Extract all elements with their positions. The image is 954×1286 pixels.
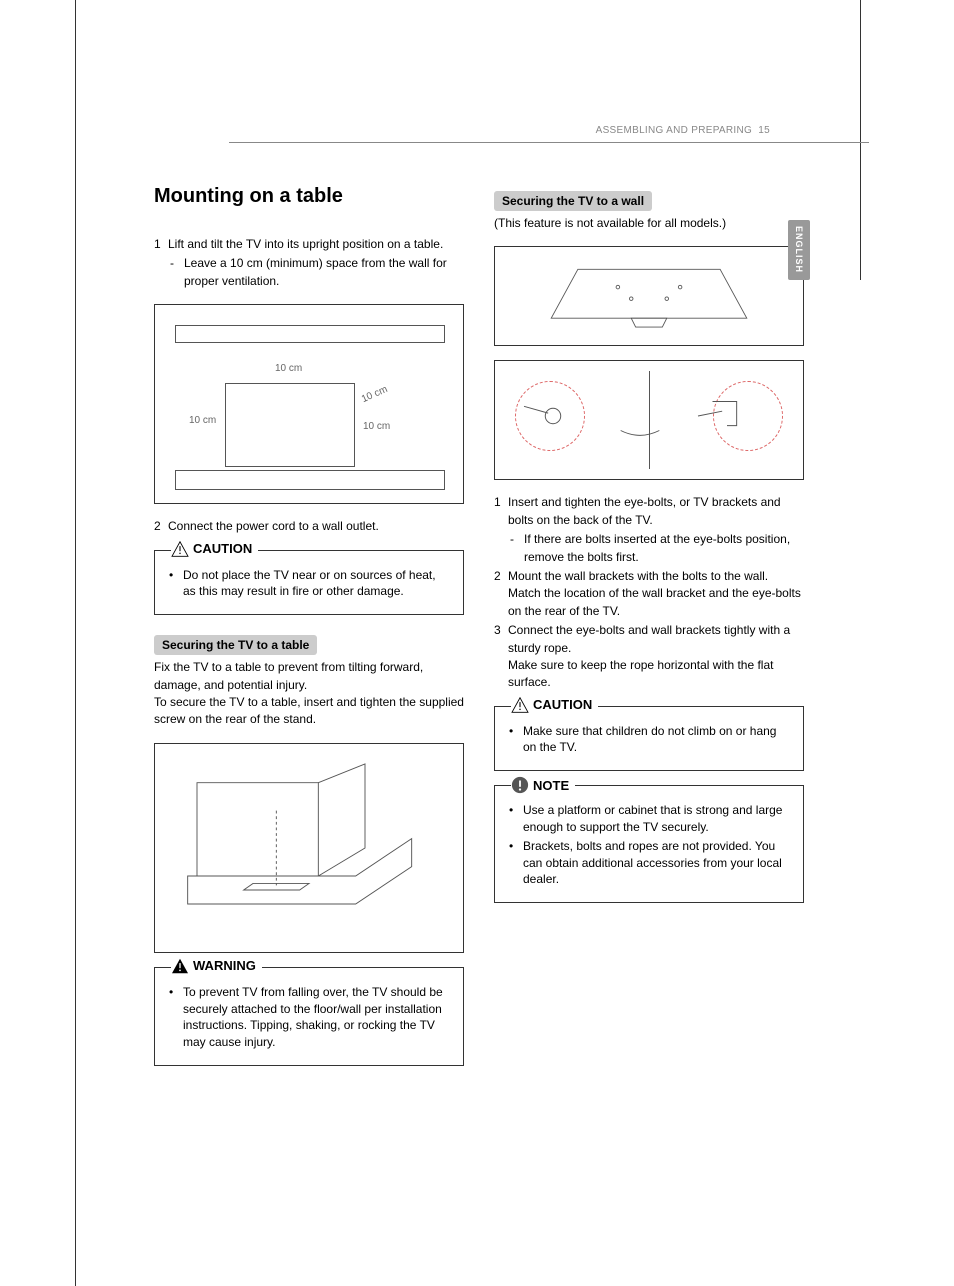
- note-item: Use a platform or cabinet that is strong…: [523, 802, 789, 836]
- page-number: 15: [758, 125, 770, 136]
- note-box: NOTE •Use a platform or cabinet that is …: [494, 785, 804, 903]
- step-text: Mount the wall brackets with the bolts t…: [508, 568, 804, 620]
- securing-wall-sub: (This feature is not available for all m…: [494, 215, 804, 232]
- step-text: Lift and tilt the TV into its upright po…: [168, 237, 443, 251]
- warning-icon: [171, 958, 189, 974]
- step-number: 1: [494, 494, 508, 566]
- step-number: 2: [494, 568, 508, 620]
- step-number: 1: [154, 236, 168, 290]
- fig-label-left: 10 cm: [189, 415, 216, 426]
- figure-wall-bracket: [494, 360, 804, 480]
- warning-box: WARNING •To prevent TV from falling over…: [154, 967, 464, 1066]
- step-text: Connect the power cord to a wall outlet.: [168, 518, 464, 535]
- right-column: Securing the TV to a wall (This feature …: [494, 185, 804, 1080]
- step-text: Connect the eye-bolts and wall brackets …: [508, 622, 804, 692]
- caution-box-2: CAUTION •Make sure that children do not …: [494, 706, 804, 772]
- note-item: Brackets, bolts and ropes are not provid…: [523, 838, 789, 888]
- caution-title: CAUTION: [193, 541, 252, 556]
- language-tab-label: ENGLISH: [794, 226, 804, 273]
- figure-clearance: 10 cm 10 cm 10 cm 10 cm: [154, 304, 464, 504]
- page: ASSEMBLING AND PREPARING 15 ENGLISH Moun…: [75, 0, 875, 1286]
- caution-title: CAUTION: [533, 697, 592, 712]
- steps-mounting-2: 2 Connect the power cord to a wall outle…: [154, 518, 464, 535]
- content-columns: Mounting on a table 1 Lift and tilt the …: [76, 125, 875, 1080]
- left-column: Mounting on a table 1 Lift and tilt the …: [154, 185, 464, 1080]
- header-section: ASSEMBLING AND PREPARING: [596, 125, 753, 136]
- header-text: ASSEMBLING AND PREPARING 15: [596, 125, 770, 136]
- caution-item: Do not place the TV near or on sources o…: [183, 567, 449, 601]
- fig-label-right: 10 cm: [363, 421, 390, 432]
- bracket-illustration: [495, 361, 785, 471]
- securing-table-pill: Securing the TV to a table: [154, 635, 317, 655]
- fig-label-top: 10 cm: [275, 363, 302, 374]
- step-number: 2: [154, 518, 168, 535]
- note-icon: [511, 776, 529, 794]
- warning-title: WARNING: [193, 958, 256, 973]
- figure-tv-back: [494, 246, 804, 346]
- steps-mounting: 1 Lift and tilt the TV into its upright …: [154, 236, 464, 290]
- page-title: Mounting on a table: [154, 185, 464, 208]
- figure-table-screw: [154, 743, 464, 953]
- tv-back-illustration: [519, 256, 779, 336]
- note-title: NOTE: [533, 778, 569, 793]
- substep-dash: -: [508, 531, 524, 566]
- header-rule: [229, 142, 869, 143]
- substep-text: If there are bolts inserted at the eye-b…: [524, 531, 804, 566]
- step-text: Insert and tighten the eye-bolts, or TV …: [508, 495, 781, 526]
- caution-item: Make sure that children do not climb on …: [523, 723, 789, 757]
- warning-item: To prevent TV from falling over, the TV …: [183, 984, 449, 1051]
- securing-wall-pill: Securing the TV to a wall: [494, 191, 652, 211]
- language-tab: ENGLISH: [788, 220, 810, 280]
- step-number: 3: [494, 622, 508, 692]
- substep-text: Leave a 10 cm (minimum) space from the w…: [184, 255, 464, 290]
- tv-screw-illustration: [169, 753, 449, 943]
- substep-dash: -: [168, 255, 184, 290]
- caution-icon: [511, 697, 529, 713]
- caution-icon: [171, 541, 189, 557]
- fig-label-rot: 10 cm: [360, 384, 389, 405]
- caution-box-1: CAUTION •Do not place the TV near or on …: [154, 550, 464, 616]
- steps-wall: 1 Insert and tighten the eye-bolts, or T…: [494, 494, 804, 691]
- securing-table-text: Fix the TV to a table to prevent from ti…: [154, 659, 464, 729]
